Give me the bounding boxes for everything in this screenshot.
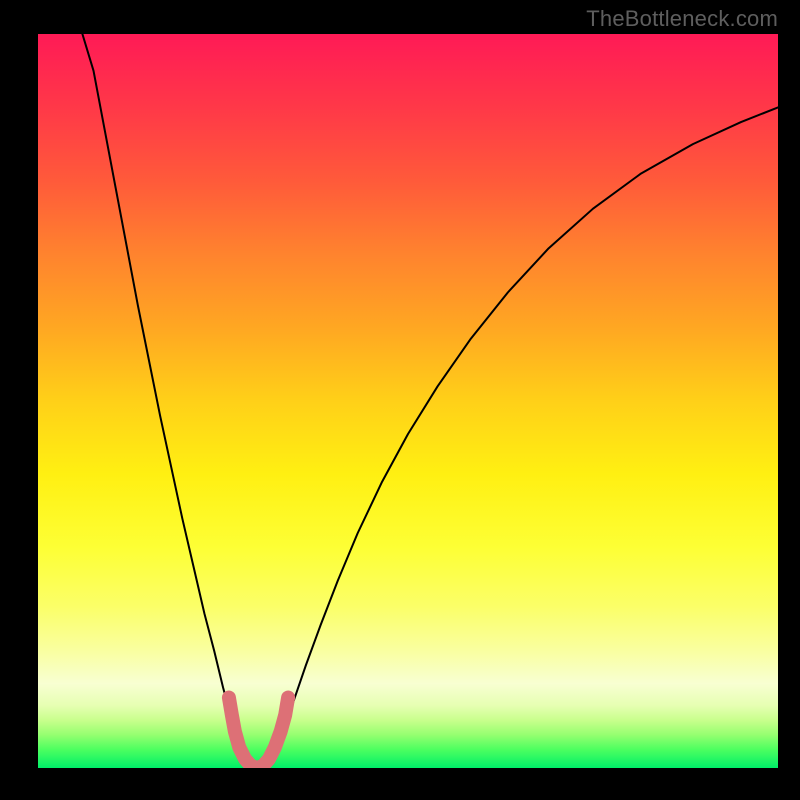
plot-area <box>38 34 778 768</box>
watermark-text: TheBottleneck.com <box>586 6 778 32</box>
gradient-background <box>38 34 778 768</box>
plot-svg <box>38 34 778 768</box>
outer-frame: TheBottleneck.com <box>0 0 800 800</box>
